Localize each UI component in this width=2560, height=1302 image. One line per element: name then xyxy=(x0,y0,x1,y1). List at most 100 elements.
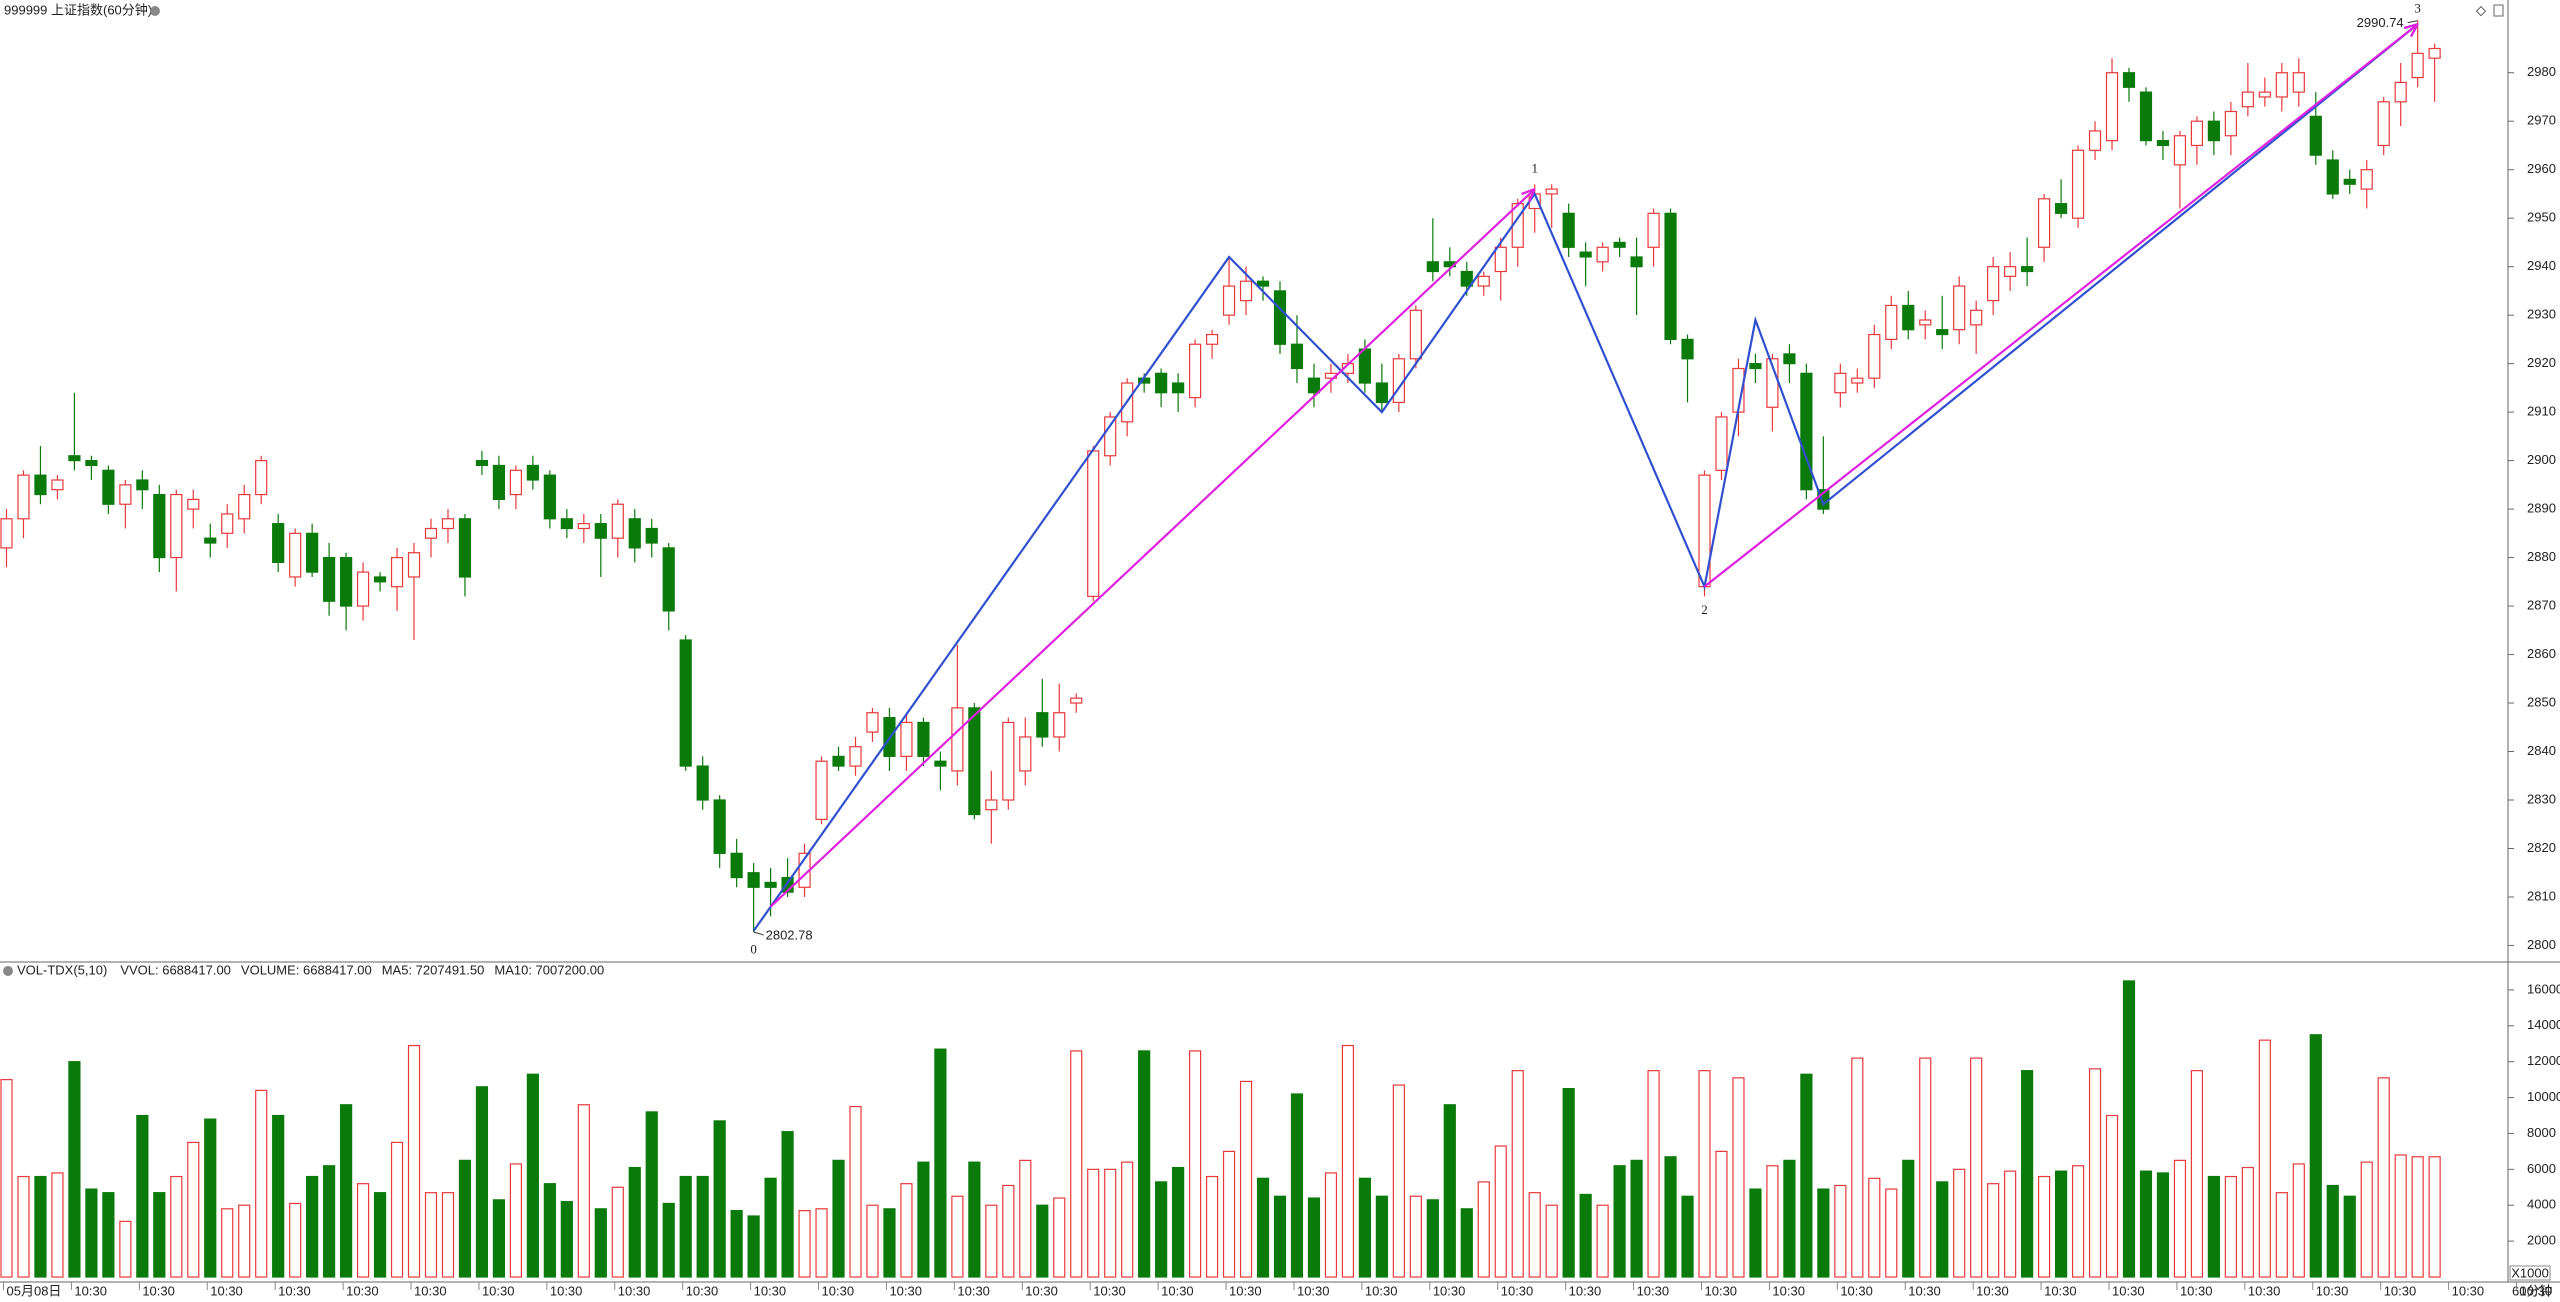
volume-y-tick-label: 8000 xyxy=(2527,1125,2556,1140)
candle-body xyxy=(492,464,506,500)
chart-title: 999999 上证指数(60分钟) xyxy=(4,2,152,17)
candle-body xyxy=(1783,353,1796,365)
volume-header-item: VOLUME: 6688417.00 xyxy=(241,962,372,977)
candle-body xyxy=(1681,338,1694,360)
volume-bar xyxy=(815,1208,828,1278)
volume-bar xyxy=(1341,1044,1355,1278)
candle-body xyxy=(306,532,319,573)
candle-body xyxy=(509,469,522,496)
candle-body xyxy=(764,881,777,888)
extreme-label: 2802.78 xyxy=(766,927,813,942)
volume-bar xyxy=(1409,1195,1422,1278)
volume-bar xyxy=(662,1202,675,1278)
volume-bar xyxy=(781,1131,794,1278)
candle-body xyxy=(102,469,115,505)
x-tick-label: 10:30 xyxy=(2112,1283,2145,1298)
x-tick-label: 10:30 xyxy=(754,1283,787,1298)
volume-bar xyxy=(289,1202,302,1278)
candle-body xyxy=(934,760,947,767)
x-tick-label: 10:30 xyxy=(618,1283,651,1298)
candle-body xyxy=(458,518,472,578)
volume-bar xyxy=(1732,1077,1745,1278)
x-tick-label: 10:30 xyxy=(1365,1283,1398,1298)
candle-body xyxy=(645,527,658,544)
candle-body xyxy=(2275,72,2288,98)
arrow-head xyxy=(2403,23,2419,38)
candle-body xyxy=(2292,72,2305,93)
y-tick-label: 2970 xyxy=(2527,113,2556,128)
candle-body xyxy=(1426,261,1439,273)
wave-label: 0 xyxy=(750,941,757,956)
volume-bar xyxy=(272,1114,285,1278)
y-tick-label: 2830 xyxy=(2527,791,2556,806)
candle-body xyxy=(2088,130,2102,151)
volume-bar xyxy=(1681,1195,1694,1278)
window-icon[interactable]: ◇ xyxy=(2476,2,2486,17)
volume-bar xyxy=(1545,1204,1558,1278)
candle-body xyxy=(2224,110,2237,137)
volume-bar xyxy=(1868,1177,1881,1278)
volume-bar xyxy=(119,1220,132,1278)
candle-body xyxy=(2156,140,2170,147)
volume-bar xyxy=(1002,1184,1015,1278)
candle-body xyxy=(1375,382,1388,404)
volume-bar xyxy=(2326,1184,2339,1278)
volume-bar xyxy=(475,1086,489,1278)
volume-bar xyxy=(1528,1192,1541,1278)
wave-label: 1 xyxy=(1531,161,1538,176)
candle-body xyxy=(2071,149,2085,219)
x-tick-label: 10:30 xyxy=(822,1283,855,1298)
unit-box xyxy=(2509,1265,2551,1281)
volume-bar xyxy=(136,1114,149,1278)
volume-bar xyxy=(1155,1181,1168,1278)
candle-body xyxy=(475,460,489,467)
volume-bar xyxy=(2173,1159,2187,1278)
volume-bar xyxy=(1970,1057,1983,1278)
volume-bar xyxy=(323,1165,336,1278)
volume-bar xyxy=(645,1111,658,1278)
volume-bar xyxy=(1443,1104,1456,1278)
candle-body xyxy=(1868,333,1881,379)
volume-bar xyxy=(2037,1175,2051,1278)
candle-body xyxy=(815,760,828,820)
candle-body xyxy=(1036,712,1049,738)
candle-body xyxy=(628,518,641,549)
volume-bar xyxy=(2224,1175,2237,1278)
candle-body xyxy=(1800,372,1813,491)
volume-bar xyxy=(204,1118,217,1278)
candle-body xyxy=(2173,135,2187,166)
volume-bar xyxy=(0,1079,13,1278)
volume-bar xyxy=(1172,1166,1185,1278)
volume-bar xyxy=(1783,1159,1796,1278)
candle-body xyxy=(356,571,370,607)
candle-body xyxy=(2190,120,2204,147)
volume-bar xyxy=(390,1141,404,1278)
extreme-label: 2990.74 xyxy=(2357,15,2404,30)
candle-body xyxy=(51,479,64,491)
volume-bar xyxy=(1613,1165,1626,1278)
volume-bar xyxy=(1426,1199,1439,1278)
x-tick-label: 10:30 xyxy=(1161,1283,1194,1298)
volume-bar xyxy=(2004,1170,2017,1278)
candle-body xyxy=(1834,372,1847,394)
volume-bar xyxy=(2071,1165,2085,1278)
volume-bar xyxy=(424,1192,438,1278)
candle-body xyxy=(68,455,81,462)
candle-body xyxy=(2258,91,2271,98)
volume-bar xyxy=(1019,1159,1032,1278)
volume-bar xyxy=(221,1208,234,1278)
window-icon[interactable] xyxy=(2493,4,2504,17)
volume-bar xyxy=(1647,1070,1660,1278)
candle-body xyxy=(900,721,913,757)
x-tick-label: 10:30 xyxy=(482,1283,515,1298)
x-tick-label: 10:30 xyxy=(686,1283,719,1298)
volume-bar xyxy=(2054,1170,2068,1278)
arrow-head xyxy=(1521,188,1536,203)
volume-bar xyxy=(1630,1159,1643,1278)
settings-icon[interactable] xyxy=(150,6,160,16)
candle-body xyxy=(2241,91,2254,108)
volume-y-tick-label: 16000 xyxy=(2527,981,2560,996)
x-tick-label: 10:30 xyxy=(889,1283,922,1298)
settings-icon[interactable] xyxy=(3,966,13,976)
wave-label: 2 xyxy=(1701,602,1708,617)
